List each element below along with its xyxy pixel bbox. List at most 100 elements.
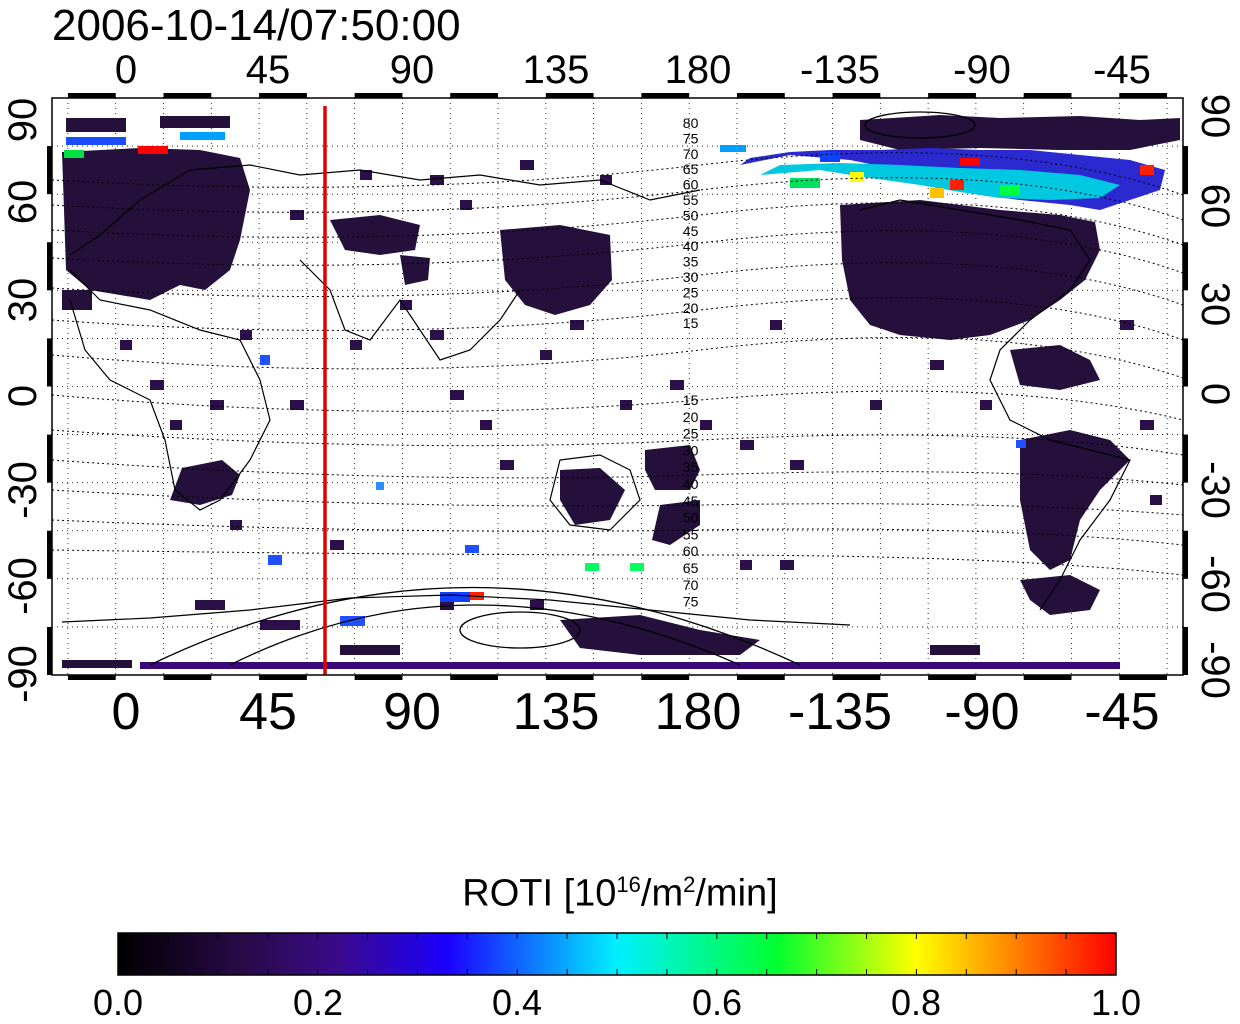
colorbar-title-exponent: 16 [616,872,641,897]
left-tick-label: -30 [1,461,45,519]
frame-ticks [47,93,1188,680]
contour-label: 20 [683,300,699,316]
frame-band-segment [67,93,116,98]
colorbar-tick-label: 1.0 [1090,982,1142,1023]
pole-contours [149,111,976,666]
contour-label: 30 [683,269,699,285]
frame-band-segment [450,675,499,680]
bottom-tick-label: -135 [787,683,893,741]
bottom-tick-label: 180 [654,683,742,741]
frame-band-segment [545,93,594,98]
frame-band-segment [47,626,52,675]
right-tick-label: 60 [1193,183,1237,229]
bottom-tick-label: 135 [512,683,600,741]
coastlines [61,164,1131,626]
frame-band-segment [1183,626,1188,675]
contour-label: 45 [683,223,699,239]
contour-label: 35 [683,459,699,475]
top-tick-label: 135 [522,48,590,92]
bottom-tick-label: 0 [111,683,141,741]
frame-band-segment [736,675,785,680]
colorbar-tick-label: 0.0 [92,982,144,1023]
frame-band-segment [1183,530,1188,579]
right-tick-label: -30 [1193,461,1237,519]
contour-labels: 8075706560555045403530252015152025303540… [683,115,699,610]
frame-band-segment [1023,675,1072,680]
contour-label: 45 [683,493,699,509]
frame-band-segment [163,675,212,680]
magnetic-contours [52,152,1183,576]
contour-label: 25 [683,426,699,442]
bottom-tick-label: -90 [944,683,1020,741]
contour-label: 40 [683,476,699,492]
top-tick-label: 90 [389,48,435,92]
contour-label: 35 [683,254,699,270]
contour-label: 50 [683,510,699,526]
frame-band-segment [736,93,785,98]
frame-band-segment [354,675,403,680]
frame-band-segment [47,434,52,483]
top-tick-label: 45 [245,48,291,92]
contour-label: 40 [683,238,699,254]
frame-band-segment [1023,93,1072,98]
frame-band-segment [1183,434,1188,483]
frame-band-segment [163,93,212,98]
bottom-tick-label: 45 [239,683,297,741]
frame-band-segment [832,93,881,98]
contour-label: 80 [683,115,699,131]
contour-label: 70 [683,577,699,593]
left-tick-label: -90 [1,645,45,703]
contour-label: 60 [683,543,699,559]
colorbar-title-suffix: /min] [695,872,778,915]
bottom-tick-label: 90 [383,683,441,741]
contour-label: 70 [683,146,699,162]
top-tick-label: -135 [799,48,881,92]
frame-band-segment [1183,338,1188,387]
frame-band-segment [928,93,976,98]
colorbar-minor-ticks [167,933,1067,975]
contour-label: 65 [683,161,699,177]
colorbar-tick-label: 0.2 [292,982,344,1023]
frame-band-segment [641,675,690,680]
colorbar-title: ROTI [1016/m2/min] [0,872,1240,916]
left-tick-label: -60 [1,557,45,615]
contour-label: 20 [683,409,699,425]
frame-band-segment [47,338,52,387]
frame-band-segment [1119,93,1168,98]
frame-band-segment [259,675,307,680]
frame-band-segment [47,242,52,291]
top-tick-label: 0 [114,48,138,92]
scattered-cells [120,160,1162,630]
left-tick-label: 60 [1,179,45,225]
colorbar-title-prefix: ROTI [10 [462,872,617,915]
frame-band-segment [354,93,403,98]
colorbar-tick-label: 0.8 [890,982,942,1023]
colorbar-tick-label: 0.6 [691,982,743,1023]
right-tick-label: 0 [1193,382,1237,406]
contour-label: 25 [683,284,699,300]
frame-band-segment [259,93,307,98]
colorbar-title-exponent: 2 [683,872,696,897]
contour-label: 30 [683,442,699,458]
colorbar-tick-label: 0.4 [491,982,543,1023]
contour-label: 50 [683,207,699,223]
frame-band-segment [67,675,116,680]
contour-label: 15 [683,315,699,331]
colorbar-title-mid: /m [640,872,684,915]
frame-band-segment [928,675,976,680]
frame-band-segment [1183,242,1188,291]
bottom-tick-label: -45 [1084,683,1160,741]
frame-band-segment [641,93,690,98]
frame-band-segment [1183,146,1188,195]
right-tick-label: -90 [1193,641,1237,699]
contour-label: 75 [683,130,699,146]
frame-band-segment [1119,675,1168,680]
contour-label: 60 [683,177,699,193]
contour-label: 75 [683,594,699,610]
colorbar [117,932,1117,976]
contour-label: 55 [683,526,699,542]
left-tick-label: 90 [1,97,45,143]
top-tick-label: 180 [664,48,732,92]
frame-band-segment [47,146,52,195]
